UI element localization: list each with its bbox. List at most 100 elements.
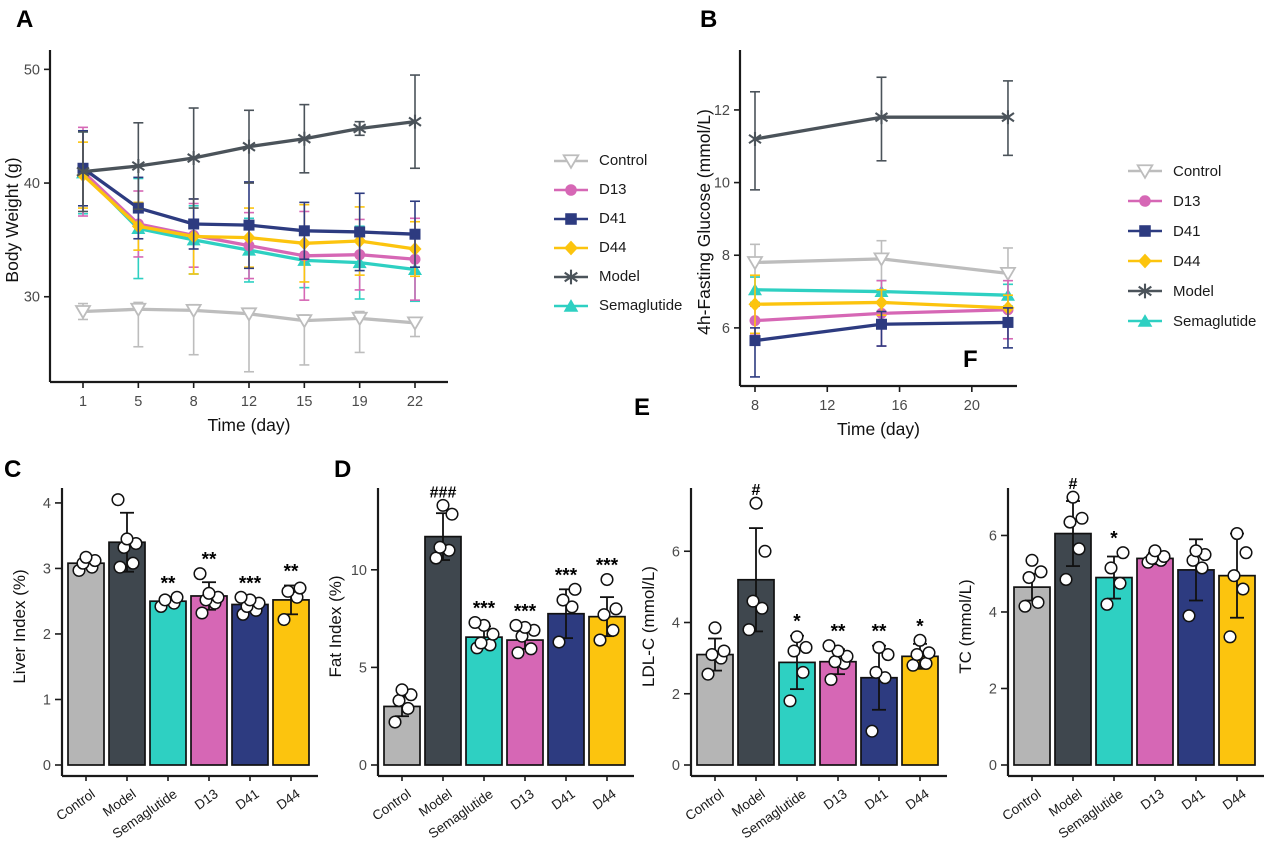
data-point (1239, 546, 1253, 560)
bar-group-control: Control (53, 550, 105, 823)
asterisk-icon (1128, 283, 1162, 299)
legend-label: Model (1173, 282, 1214, 300)
data-point (922, 646, 936, 660)
category-label: D44 (903, 786, 932, 813)
data-point (120, 532, 134, 546)
significance-label: *** (596, 556, 619, 577)
category-label: D44 (274, 786, 303, 813)
data-point (568, 582, 582, 596)
bar-group-d41: D41 (1177, 538, 1215, 813)
category-label: D44 (590, 786, 619, 813)
data-point (749, 496, 763, 510)
bar-group-model: #Model (729, 482, 775, 820)
y-tick-label: 12 (714, 103, 730, 119)
data-point (717, 644, 731, 658)
legend-label: D41 (1173, 222, 1201, 240)
legend-item-semaglutide: Semaglutide (1126, 306, 1256, 336)
data-point (126, 556, 140, 570)
data-point (593, 633, 607, 647)
bar (108, 541, 146, 766)
category-label: D41 (549, 786, 578, 812)
legend-label: D13 (1173, 192, 1201, 210)
data-point (822, 639, 836, 653)
data-point (597, 608, 611, 622)
legend-item-control: Control (1126, 156, 1256, 186)
data-point (705, 648, 719, 662)
data-point (796, 665, 810, 679)
category-label: D41 (1179, 786, 1208, 812)
triangle-up-icon (1128, 314, 1162, 327)
data-point (1025, 553, 1039, 567)
legend-item-model: Model (552, 262, 682, 291)
bar (424, 535, 462, 766)
bar-group-d13: ** D13 (819, 622, 857, 813)
data-point (701, 667, 715, 681)
data-point (193, 567, 207, 581)
data-point (1072, 542, 1086, 556)
bar (860, 676, 898, 766)
bar (1177, 569, 1215, 766)
circle-icon (554, 183, 588, 196)
category-label: Control (682, 786, 726, 823)
x-axis-label: Time (day) (837, 419, 920, 439)
data-point (395, 683, 409, 697)
data-point (392, 694, 406, 708)
data-point (1075, 511, 1089, 525)
bar-group-d41: ** D41 (860, 622, 898, 813)
legend-item-d44: D44 (552, 233, 682, 262)
data-point (113, 560, 127, 574)
bar (231, 603, 269, 766)
category-label: D13 (821, 786, 850, 812)
significance-label: * (916, 616, 924, 637)
x-tick-label: 1 (79, 394, 87, 410)
bar (506, 639, 544, 766)
y-tick-label: 5 (359, 660, 367, 676)
y-axis-label: TC (mmol/L) (956, 579, 975, 673)
legend-item-control: Control (552, 146, 682, 175)
x-tick-label: 8 (751, 398, 759, 414)
triangle-down-open-icon (1128, 164, 1162, 180)
data-point (906, 658, 920, 672)
bar-group-d44: D44 (1218, 527, 1256, 813)
y-tick-label: 6 (672, 544, 680, 560)
data-point (111, 493, 125, 507)
y-axis-label: Liver Index (%) (10, 569, 29, 683)
square-icon (1128, 225, 1162, 237)
series-control (74, 301, 424, 373)
data-point (1189, 544, 1203, 558)
data-point (1104, 561, 1118, 575)
data-point (195, 606, 209, 620)
data-point (293, 581, 307, 595)
y-tick-label: 4 (43, 496, 51, 512)
data-point (865, 724, 879, 738)
data-point (1018, 599, 1032, 613)
bar-group-d41: *** D41 (547, 565, 585, 813)
panel-label-d: D (334, 456, 352, 483)
data-point (755, 601, 769, 615)
data-point (1113, 576, 1127, 590)
x-axis-label: Time (day) (208, 415, 291, 435)
panel-label-e: E (634, 394, 651, 421)
x-tick-label: 8 (190, 394, 198, 410)
legend-label: Control (599, 152, 648, 169)
legend-body-weight: Control D13 D41 D44 Model Semaglutide (552, 146, 682, 320)
axes: 0 1 2 3 4 Liver Index (%) (10, 488, 318, 778)
triangle-down-open-icon (554, 153, 588, 170)
data-point (881, 648, 895, 662)
panel-label-a: A (16, 6, 34, 33)
data-point (486, 627, 500, 641)
series-control (746, 239, 1017, 286)
category-label: D13 (508, 786, 537, 812)
bar (1054, 532, 1092, 766)
diamond-icon (1128, 253, 1162, 269)
y-tick-label: 4 (989, 605, 997, 621)
y-tick-label: 1 (43, 692, 51, 708)
bar (1013, 586, 1051, 766)
category-label: Control (369, 786, 413, 823)
data-point (511, 646, 525, 660)
axes: 0 2 4 6 TC (mmol/L) (956, 488, 1264, 778)
legend-label: Control (1173, 162, 1222, 180)
data-point (746, 594, 760, 608)
